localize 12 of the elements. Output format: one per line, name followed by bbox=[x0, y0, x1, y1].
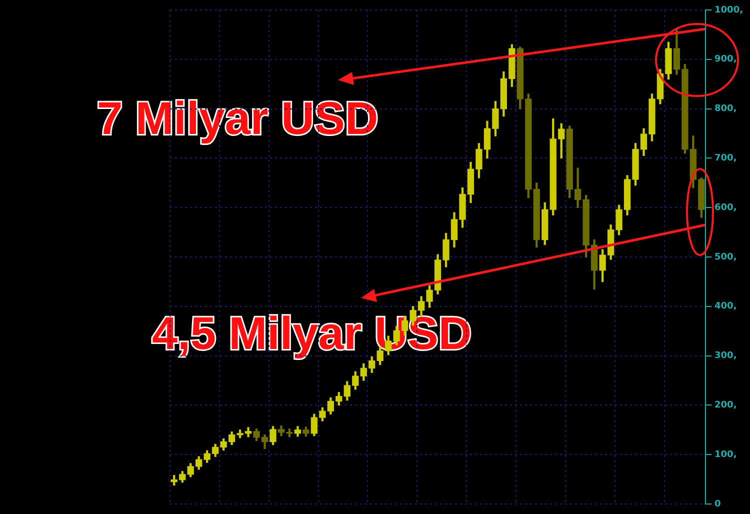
y-tick-label: 500, bbox=[714, 252, 737, 262]
y-tick-label: 900, bbox=[714, 54, 737, 65]
y-tick-label: 300, bbox=[714, 351, 737, 362]
annotation: 7 Milyar USD bbox=[97, 92, 378, 144]
y-tick-label: 400, bbox=[714, 302, 737, 312]
y-tick-label: 100, bbox=[714, 450, 737, 460]
y-tick-label: 600, bbox=[714, 202, 737, 213]
y-tick-label: 200, bbox=[714, 400, 737, 411]
y-tick-label: 800, bbox=[714, 104, 737, 114]
y-tick-label: 0 bbox=[714, 499, 721, 510]
y-tick-label: 1000, bbox=[714, 5, 743, 16]
y-tick-label: 700, bbox=[714, 154, 737, 164]
